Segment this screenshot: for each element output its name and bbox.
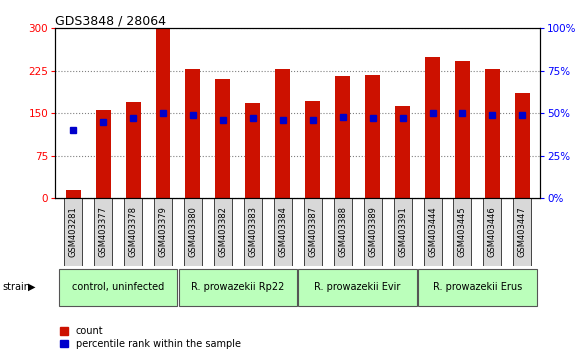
Bar [454, 198, 471, 266]
Bar [299, 269, 417, 306]
Text: GSM403389: GSM403389 [368, 206, 377, 257]
Bar [154, 198, 172, 266]
Text: R. prowazekii Rp22: R. prowazekii Rp22 [191, 282, 285, 292]
Bar [216, 79, 231, 198]
Bar [365, 75, 380, 198]
Text: R. prowazekii Evir: R. prowazekii Evir [314, 282, 401, 292]
Text: GSM403383: GSM403383 [248, 206, 257, 257]
Text: GSM403378: GSM403378 [128, 206, 138, 257]
Bar [184, 198, 202, 266]
Bar [418, 269, 537, 306]
Bar [514, 198, 532, 266]
Bar [515, 93, 530, 198]
Bar [395, 107, 410, 198]
Bar [455, 61, 470, 198]
Text: GDS3848 / 28064: GDS3848 / 28064 [55, 14, 166, 27]
Text: GSM403377: GSM403377 [99, 206, 107, 257]
Bar [185, 69, 200, 198]
Bar [425, 57, 440, 198]
Text: GSM403388: GSM403388 [338, 206, 347, 257]
Bar [94, 198, 112, 266]
Legend: count, percentile rank within the sample: count, percentile rank within the sample [60, 326, 241, 349]
Text: GSM403391: GSM403391 [398, 206, 407, 257]
Text: GSM403446: GSM403446 [488, 206, 497, 257]
Text: GSM403281: GSM403281 [69, 206, 78, 257]
Bar [274, 198, 292, 266]
Bar [59, 269, 177, 306]
Text: GSM403384: GSM403384 [278, 206, 287, 257]
Bar [335, 76, 350, 198]
Text: GSM403382: GSM403382 [218, 206, 227, 257]
Bar [244, 198, 262, 266]
Text: GSM403380: GSM403380 [188, 206, 198, 257]
Bar [214, 198, 232, 266]
Bar [304, 198, 322, 266]
Text: ▶: ▶ [28, 282, 35, 292]
Text: R. prowazekii Erus: R. prowazekii Erus [433, 282, 522, 292]
Bar [245, 103, 260, 198]
Bar [364, 198, 382, 266]
Bar [424, 198, 442, 266]
Bar [275, 69, 290, 198]
Bar [485, 69, 500, 198]
Text: GSM403445: GSM403445 [458, 206, 467, 257]
Text: GSM403444: GSM403444 [428, 206, 437, 257]
Bar [96, 110, 110, 198]
Bar [393, 198, 411, 266]
Text: GSM403447: GSM403447 [518, 206, 527, 257]
Text: control, uninfected: control, uninfected [72, 282, 164, 292]
Bar [483, 198, 501, 266]
Bar [64, 198, 82, 266]
Bar [178, 269, 297, 306]
Text: GSM403387: GSM403387 [309, 206, 317, 257]
Text: GSM403379: GSM403379 [159, 206, 167, 257]
Bar [333, 198, 352, 266]
Text: strain: strain [3, 282, 31, 292]
Bar [66, 190, 81, 198]
Bar [305, 101, 320, 198]
Bar [124, 198, 142, 266]
Bar [125, 102, 141, 198]
Bar [156, 29, 170, 198]
